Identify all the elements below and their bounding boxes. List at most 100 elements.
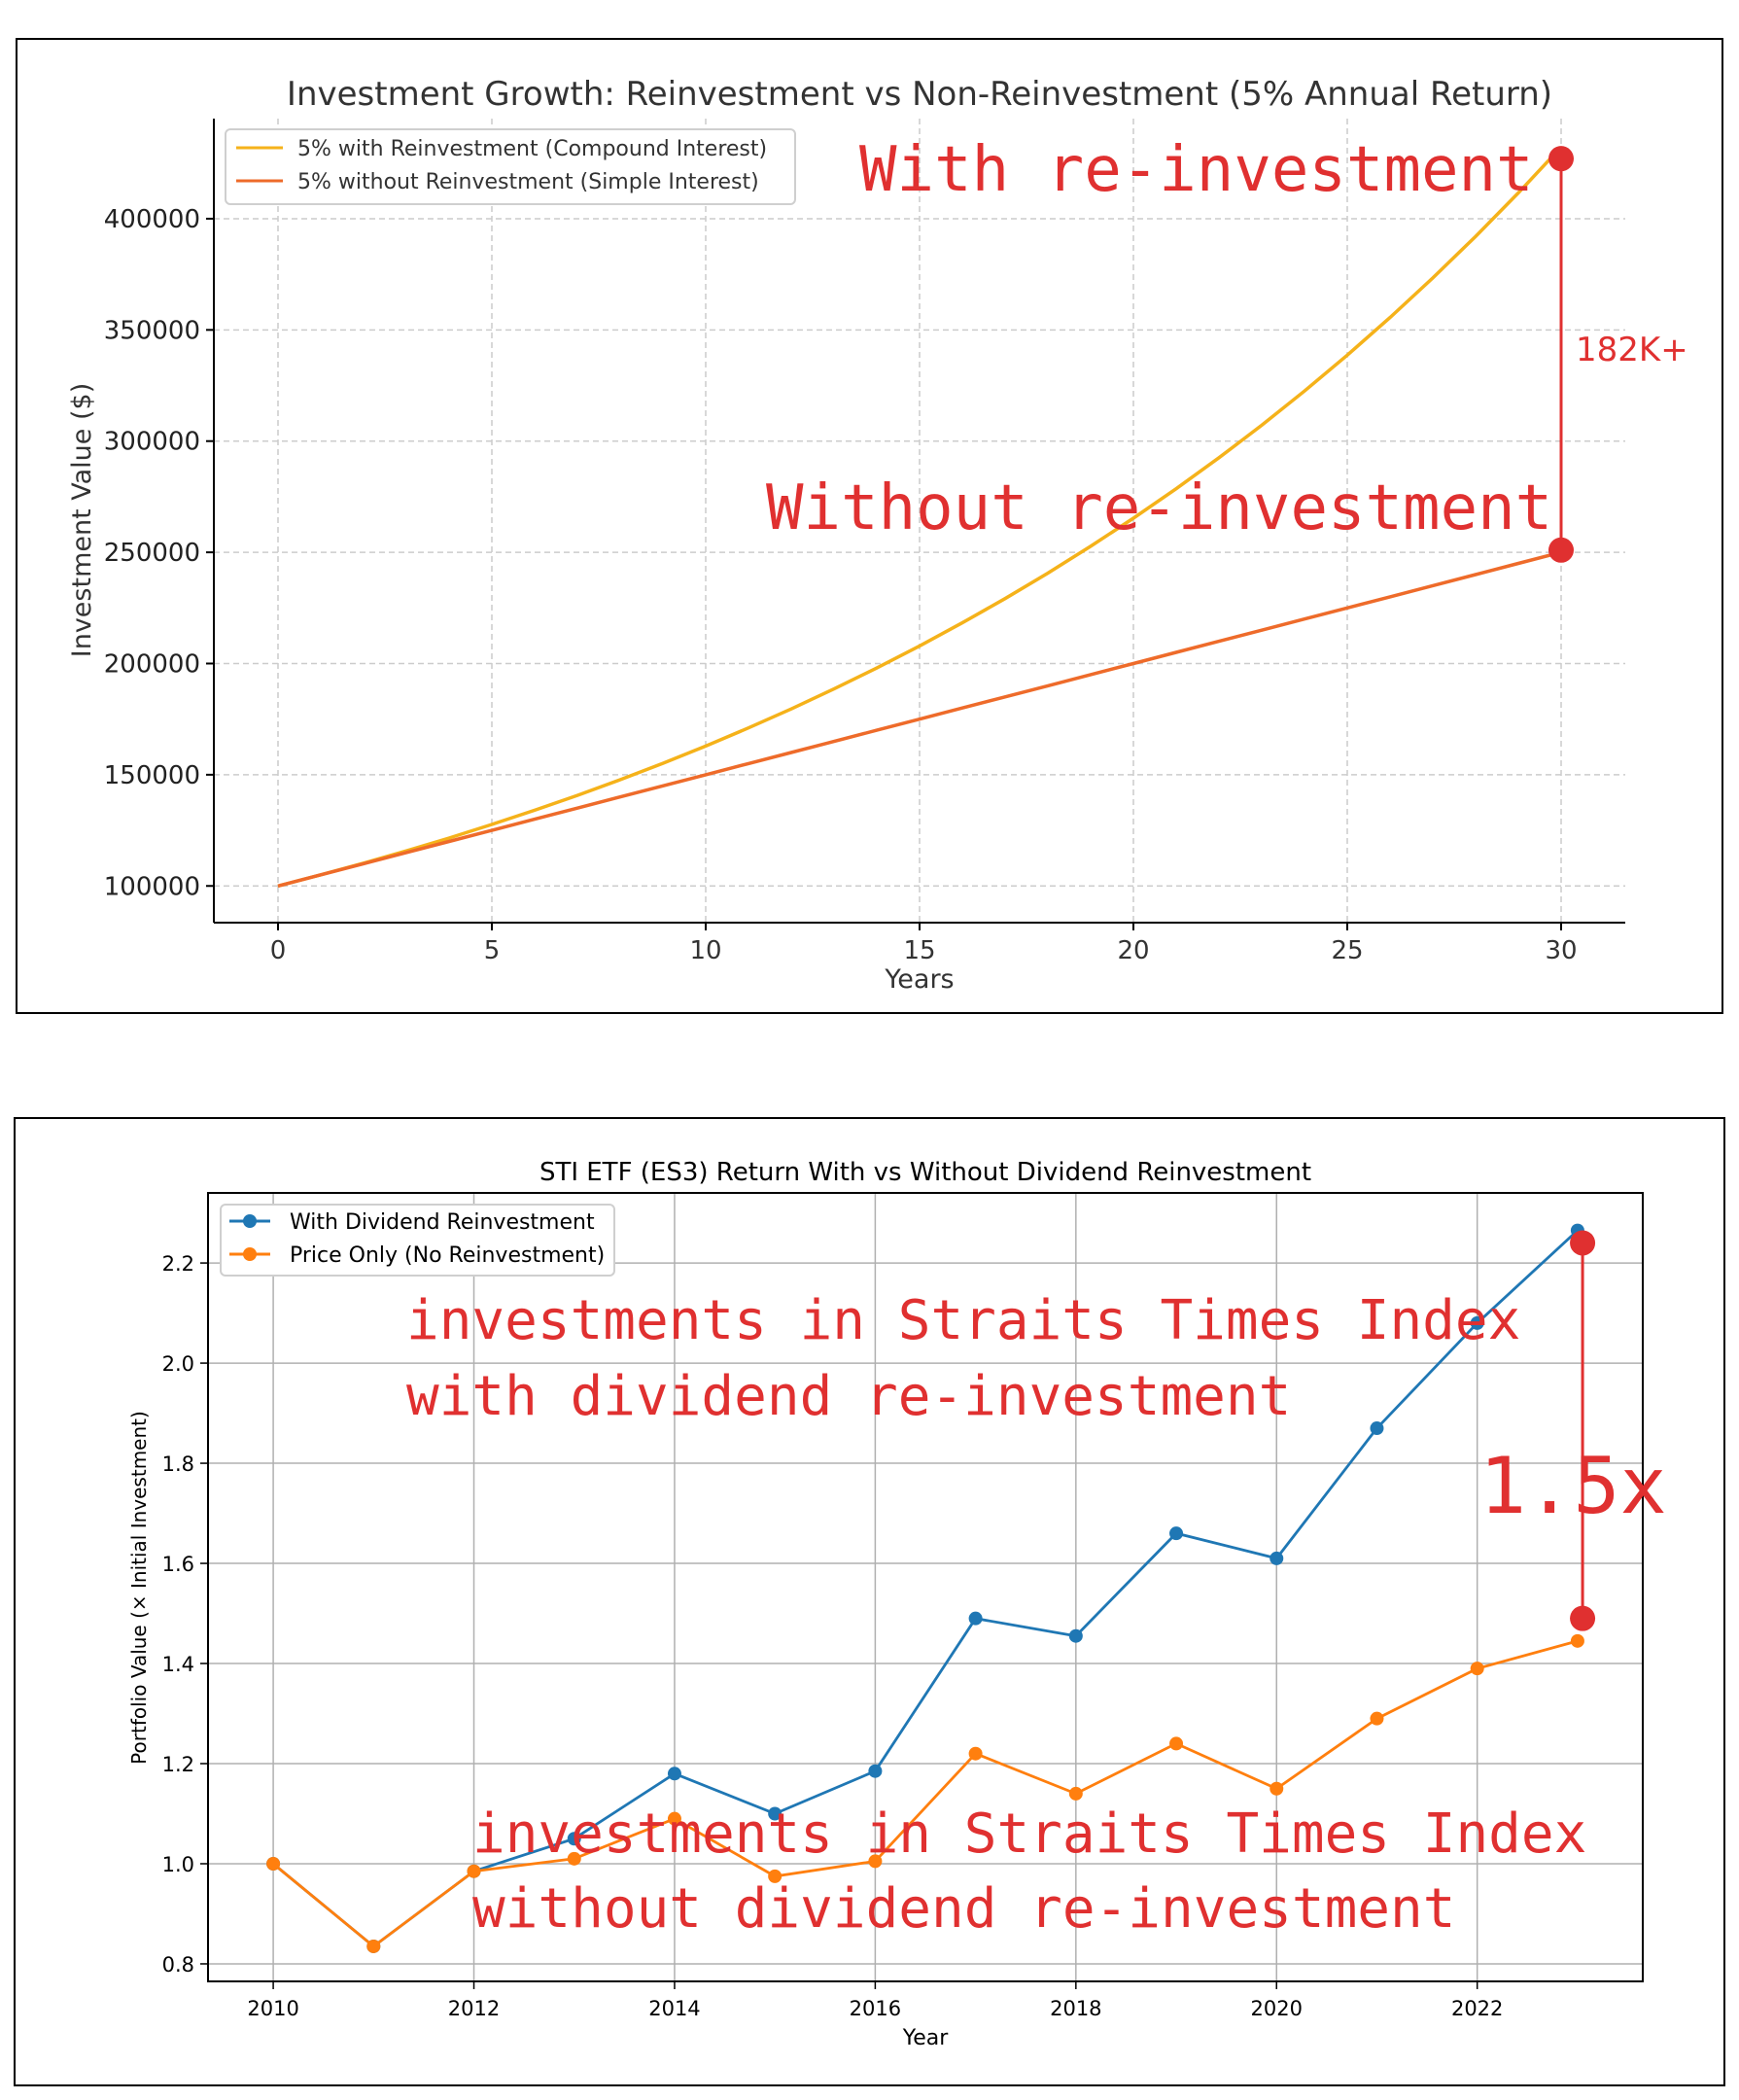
- x-axis-label: Year: [902, 2026, 950, 2050]
- y-tick-label: 1.2: [162, 1753, 194, 1776]
- annotation-marker-bottom: [1570, 1605, 1596, 1631]
- legend-box: [225, 128, 796, 205]
- y-tick-label: 300000: [104, 428, 200, 457]
- data-point-price-only: [366, 1939, 381, 1953]
- grid: [214, 119, 1625, 923]
- series-layer: [266, 1223, 1584, 1953]
- y-tick-label: 200000: [104, 649, 200, 679]
- data-point-price-only: [467, 1864, 481, 1878]
- x-tick-label: 2020: [1251, 1997, 1303, 2020]
- data-point-with-dividend: [567, 1832, 581, 1846]
- chart-investment-growth: Investment Growth: Reinvestment vs Non-R…: [16, 38, 1723, 1014]
- data-point-with-dividend: [667, 1767, 681, 1781]
- annotation-marker-bottom: [1548, 537, 1574, 563]
- data-point-with-dividend: [1269, 1551, 1284, 1565]
- data-point-price-only: [667, 1811, 681, 1826]
- y-tick-label: 350000: [104, 316, 200, 345]
- y-axis-label: Portfolio Value (× Initial Investment): [127, 1411, 151, 1765]
- legend-label-with-dividend: With Dividend Reinvestment: [290, 1210, 595, 1235]
- series-price-only-line: [272, 1639, 1579, 1948]
- data-point-price-only: [1370, 1711, 1384, 1726]
- data-point-price-only: [567, 1851, 581, 1866]
- x-tick-label: 2018: [1050, 1997, 1101, 2020]
- data-point-price-only: [1269, 1781, 1284, 1796]
- annotation-without-reinvestment: Without re-investment: [766, 472, 1552, 544]
- y-tick-label: 400000: [104, 205, 200, 234]
- data-point-with-dividend: [868, 1764, 883, 1778]
- data-point-with-dividend: [266, 1856, 281, 1871]
- data-point-with-dividend: [1068, 1628, 1083, 1643]
- x-tick-label: 25: [1331, 936, 1363, 965]
- x-tick-label: 2022: [1451, 1997, 1503, 2020]
- x-tick-labels: 2010 2012 2014 2016 2018 2020 2022: [247, 1981, 1503, 2020]
- legend-label-price-only: Price Only (No Reinvestment): [290, 1243, 605, 1268]
- legend: With Dividend Reinvestment Price Only (N…: [220, 1204, 615, 1277]
- legend-box: [220, 1204, 615, 1277]
- y-tick-label: 2.0: [162, 1352, 194, 1376]
- plot-frame: [207, 1192, 1644, 1982]
- annotations: With re-investment Without re-investment…: [766, 134, 1688, 563]
- y-tick-label: 1.0: [162, 1853, 194, 1876]
- data-point-with-dividend: [1169, 1526, 1184, 1541]
- data-point-with-dividend: [1570, 1223, 1584, 1238]
- x-tick-labels: 0 5 10 15 20 25 30: [270, 923, 1578, 965]
- legend-marker-with-dividend: [243, 1214, 257, 1228]
- y-tick-label: 1.4: [162, 1653, 194, 1676]
- x-tick-label: 15: [903, 936, 935, 965]
- x-tick-label: 10: [689, 936, 721, 965]
- x-tick-label: 2012: [448, 1997, 500, 2020]
- data-point-price-only: [1570, 1633, 1584, 1648]
- grid: [208, 1193, 1643, 1981]
- annotation-with-reinvestment: With re-investment: [859, 134, 1534, 206]
- figure-border: [14, 1117, 1725, 2086]
- y-tick-labels: 0.8 1.0 1.2 1.4 1.6 1.8 2.0 2.2: [162, 1252, 208, 1977]
- series-with-dividend-line: [272, 1229, 1579, 1948]
- y-tick-label: 2.2: [162, 1252, 194, 1276]
- data-point-price-only: [1470, 1662, 1484, 1676]
- data-point-price-only: [1169, 1736, 1184, 1751]
- data-point-price-only: [768, 1869, 783, 1883]
- legend-label-simple: 5% without Reinvestment (Simple Interest…: [297, 170, 759, 194]
- chart-title: Investment Growth: Reinvestment vs Non-R…: [287, 75, 1552, 114]
- series-compound-line: [277, 146, 1563, 888]
- annotation-marker-top: [1570, 1230, 1596, 1256]
- series-simple-line: [277, 550, 1562, 888]
- data-point-with-dividend: [968, 1611, 983, 1626]
- y-tick-label: 150000: [104, 761, 200, 790]
- x-tick-label: 2016: [850, 1997, 901, 2020]
- annotation-with-dividend-line1: investments in Straits Times Index: [406, 1289, 1520, 1352]
- x-axis-label: Years: [884, 964, 954, 995]
- x-tick-label: 2010: [247, 1997, 298, 2020]
- x-tick-label: 5: [484, 936, 501, 965]
- data-point-with-dividend: [768, 1806, 783, 1821]
- y-tick-label: 250000: [104, 539, 200, 568]
- data-point-with-dividend: [467, 1864, 481, 1878]
- x-tick-label: 2014: [648, 1997, 700, 2020]
- annotation-gap-1-5x: 1.5x: [1479, 1441, 1667, 1531]
- annotation-without-dividend-line2: without dividend re-investment: [472, 1877, 1455, 1941]
- y-axis-label: Investment Value ($): [67, 383, 97, 658]
- annotations: investments in Straits Times Index with …: [406, 1230, 1667, 1941]
- legend: 5% with Reinvestment (Compound Interest)…: [225, 128, 796, 205]
- data-point-price-only: [868, 1854, 883, 1869]
- annotation-without-dividend-line1: investments in Straits Times Index: [472, 1802, 1586, 1866]
- x-tick-label: 30: [1545, 936, 1577, 965]
- y-tick-labels: 100000 150000 200000 250000 300000 350000 4000…: [104, 205, 214, 901]
- y-tick-label: 1.8: [162, 1452, 194, 1476]
- legend-label-compound: 5% with Reinvestment (Compound Interest): [297, 137, 767, 161]
- annotation-gap-182k: 182K+: [1576, 331, 1688, 369]
- data-point-price-only: [1068, 1786, 1083, 1801]
- data-point-with-dividend: [366, 1939, 381, 1953]
- data-point-price-only: [266, 1856, 281, 1871]
- chart-title: STI ETF (ES3) Return With vs Without Div…: [539, 1158, 1311, 1187]
- y-tick-label: 0.8: [162, 1953, 194, 1977]
- y-tick-label: 100000: [104, 872, 200, 901]
- annotation-marker-top: [1548, 146, 1574, 172]
- data-point-with-dividend: [1370, 1421, 1384, 1436]
- annotation-with-dividend-line2: with dividend re-investment: [406, 1365, 1291, 1428]
- y-tick-label: 1.6: [162, 1553, 194, 1576]
- data-point-price-only: [968, 1746, 983, 1761]
- x-tick-label: 0: [270, 936, 287, 965]
- x-tick-label: 20: [1117, 936, 1149, 965]
- data-point-with-dividend: [1470, 1315, 1484, 1330]
